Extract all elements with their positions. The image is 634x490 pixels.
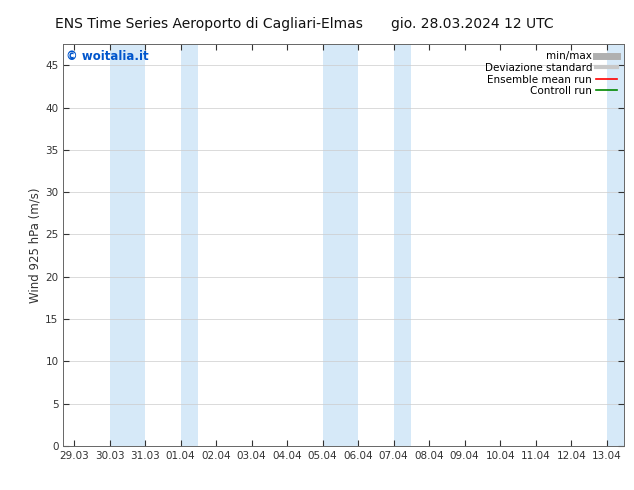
Bar xyxy=(323,44,358,446)
Bar xyxy=(181,44,198,446)
Text: gio. 28.03.2024 12 UTC: gio. 28.03.2024 12 UTC xyxy=(391,17,553,31)
Bar xyxy=(110,44,145,446)
Bar xyxy=(394,44,411,446)
Y-axis label: Wind 925 hPa (m/s): Wind 925 hPa (m/s) xyxy=(28,187,41,303)
Text: ENS Time Series Aeroporto di Cagliari-Elmas: ENS Time Series Aeroporto di Cagliari-El… xyxy=(55,17,363,31)
Text: © woitalia.it: © woitalia.it xyxy=(66,50,149,63)
Legend: min/max, Deviazione standard, Ensemble mean run, Controll run: min/max, Deviazione standard, Ensemble m… xyxy=(482,49,619,98)
Bar xyxy=(607,44,624,446)
